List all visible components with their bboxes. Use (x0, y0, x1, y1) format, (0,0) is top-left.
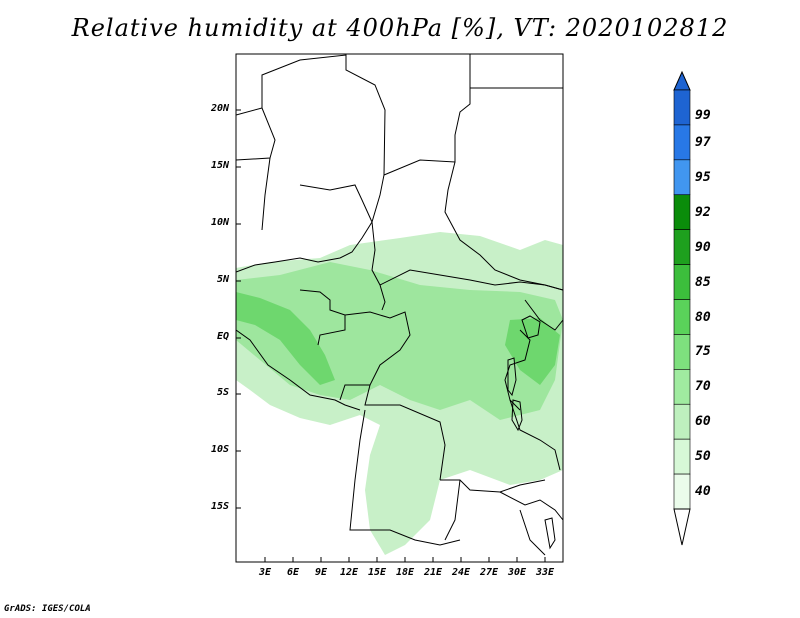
lat-label: 10S (210, 444, 229, 455)
colorbar-label: 97 (695, 134, 711, 150)
lon-label: 21E (423, 567, 443, 578)
colorbar-segment (673, 89, 691, 126)
lon-label: 15E (367, 567, 387, 578)
lon-label: 12E (339, 567, 359, 578)
colorbar-top-arrow (673, 70, 691, 91)
colorbar-label: 80 (695, 309, 711, 325)
humidity-region-dark (236, 292, 335, 385)
colorbar-label: 90 (695, 239, 711, 255)
lon-label: 6E (286, 567, 300, 578)
lon-label: 18E (395, 567, 415, 578)
colorbar-segment (673, 334, 691, 370)
lat-label: EQ (216, 331, 229, 342)
colorbar-segment (673, 473, 691, 510)
colorbar-segment (673, 264, 691, 300)
colorbar-segment (673, 159, 691, 196)
grads-credit: GrADS: IGES/COLA (4, 604, 91, 614)
map-frame (235, 53, 564, 563)
colorbar-bottom-arrow (673, 508, 691, 546)
colorbar-label: 99 (695, 108, 711, 123)
colorbar-label: 85 (695, 274, 711, 290)
colorbar-segment (673, 403, 691, 440)
lat-label: 15N (210, 160, 229, 171)
country-borders (236, 54, 563, 556)
colorbar-segment (673, 124, 691, 161)
lat-label: 5S (216, 387, 229, 398)
lon-label: 3E (258, 567, 272, 578)
colorbar-segment (673, 299, 691, 335)
lon-label: 24E (451, 567, 471, 578)
lat-label: 5N (216, 274, 229, 285)
lon-label: 30E (507, 567, 527, 578)
lat-label: 15S (210, 501, 229, 512)
colorbar-segment (673, 229, 691, 265)
colorbar-label: 75 (695, 344, 711, 360)
colorbar-label: 92 (695, 204, 711, 220)
colorbar-segment (673, 438, 691, 475)
colorbar-label: 60 (695, 414, 711, 430)
colorbar (673, 70, 691, 546)
lon-label: 27E (479, 567, 499, 578)
lon-label: 33E (535, 567, 555, 578)
colorbar-label: 95 (695, 169, 711, 185)
lat-label: 20N (210, 103, 229, 114)
lat-label: 10N (210, 217, 229, 228)
colorbar-segment (673, 194, 691, 230)
lakes (507, 315, 556, 550)
colorbar-label: 70 (695, 379, 711, 395)
colorbar-segment (673, 369, 691, 405)
colorbar-label: 50 (695, 449, 711, 465)
colorbar-label: 40 (695, 484, 711, 500)
humidity-region-dark (505, 318, 560, 385)
lon-label: 9E (314, 567, 328, 578)
chart-title: Relative humidity at 400hPa [%], VT: 202… (71, 14, 729, 42)
